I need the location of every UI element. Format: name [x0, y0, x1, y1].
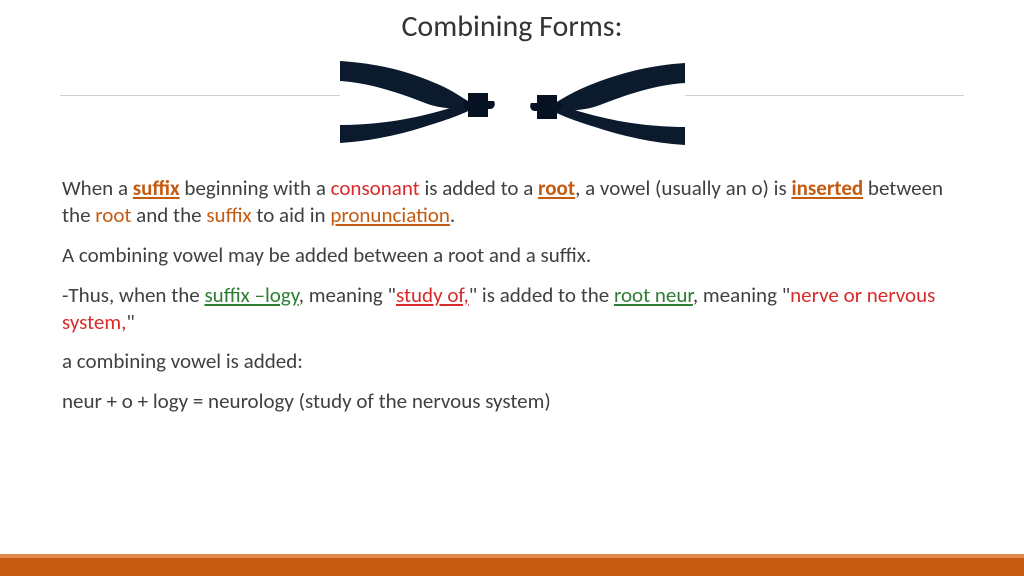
- text: is added to a: [420, 175, 538, 201]
- text: beginning with a: [180, 175, 331, 201]
- text: -Thus, when the: [62, 282, 204, 308]
- term-root2: root: [95, 202, 131, 228]
- text: and the: [131, 202, 206, 228]
- right-hands-icon: [530, 53, 685, 153]
- puzzle-hands-image: [340, 53, 685, 153]
- text: , a vowel (usually an o) is: [575, 175, 791, 201]
- text: , meaning ": [299, 282, 396, 308]
- term-root-neur: root neur: [614, 282, 693, 308]
- paragraph-3: -Thus, when the suffix –logy, meaning "s…: [62, 282, 962, 336]
- page-title: Combining Forms:: [0, 0, 1024, 45]
- text: , meaning ": [693, 282, 790, 308]
- text: When a: [62, 175, 133, 201]
- text: " is added to the: [469, 282, 614, 308]
- term-pronunciation: pronunciation: [330, 202, 450, 228]
- term-suffix: suffix: [133, 175, 180, 201]
- term-suffix2: suffix: [206, 202, 251, 228]
- paragraph-1: When a suffix beginning with a consonant…: [62, 175, 962, 229]
- term-consonant: consonant: [331, 175, 420, 201]
- paragraph-4: a combining vowel is added:: [62, 348, 962, 375]
- content-body: When a suffix beginning with a consonant…: [0, 153, 1024, 415]
- term-root: root: [538, 175, 575, 201]
- footer-bar: [0, 554, 1024, 576]
- term-suffix-logy: suffix –logy: [204, 282, 298, 308]
- text: to aid in: [252, 202, 331, 228]
- paragraph-5: neur + o + logy = neurology (study of th…: [62, 388, 962, 415]
- term-inserted: inserted: [791, 175, 863, 201]
- text: ": [126, 309, 134, 335]
- left-hands-icon: [340, 53, 495, 153]
- text: .: [450, 202, 455, 228]
- paragraph-2: A combining vowel may be added between a…: [62, 242, 962, 269]
- term-study-of: study of,: [396, 282, 469, 308]
